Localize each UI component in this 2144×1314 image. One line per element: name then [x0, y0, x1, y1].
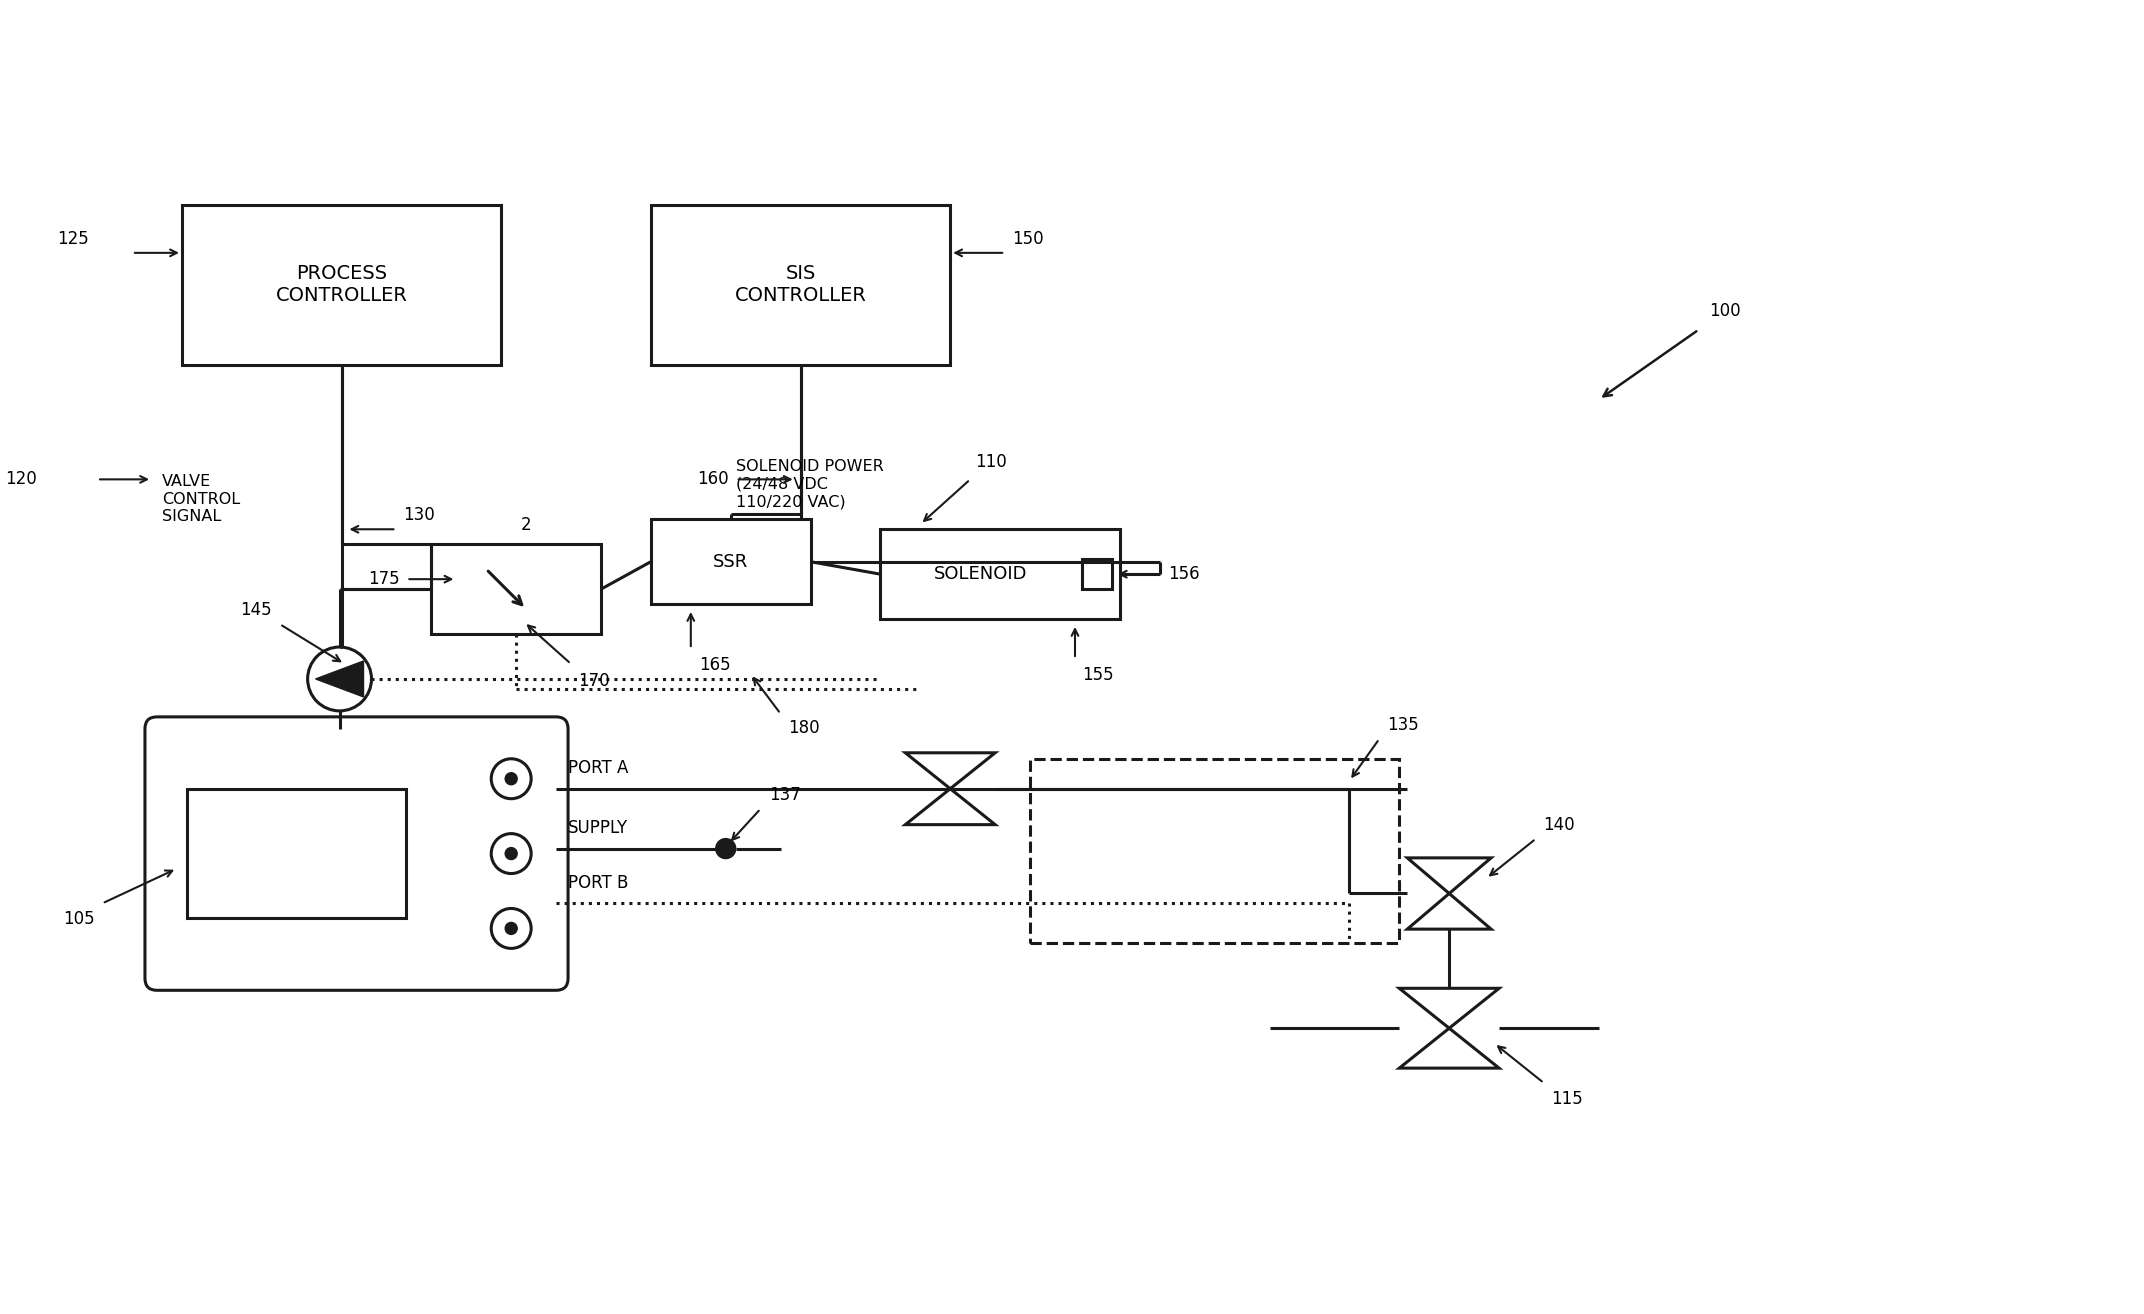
Text: 105: 105 — [64, 911, 94, 929]
Text: SOLENOID POWER
(24/48 VDC
110/220 VAC): SOLENOID POWER (24/48 VDC 110/220 VAC) — [735, 460, 883, 510]
Text: 165: 165 — [699, 656, 731, 674]
Text: PORT A: PORT A — [568, 758, 628, 777]
Circle shape — [307, 646, 371, 711]
FancyBboxPatch shape — [1083, 560, 1113, 589]
Text: PROCESS
CONTROLLER: PROCESS CONTROLLER — [277, 264, 407, 305]
Text: 100: 100 — [1709, 302, 1741, 319]
Text: 155: 155 — [1083, 666, 1113, 685]
Text: 180: 180 — [789, 719, 821, 737]
Text: 145: 145 — [240, 600, 272, 619]
Text: 160: 160 — [697, 470, 729, 489]
Text: 175: 175 — [369, 570, 399, 589]
Text: 125: 125 — [58, 230, 88, 248]
Text: SSR: SSR — [714, 553, 748, 570]
Polygon shape — [905, 753, 995, 788]
Text: 135: 135 — [1387, 716, 1419, 733]
Text: SUPPLY: SUPPLY — [568, 819, 628, 837]
Text: 130: 130 — [403, 506, 435, 524]
Text: PORT B: PORT B — [568, 874, 628, 891]
Polygon shape — [1400, 1029, 1499, 1068]
Polygon shape — [1406, 894, 1490, 929]
Polygon shape — [315, 661, 364, 696]
Text: SIS
CONTROLLER: SIS CONTROLLER — [735, 264, 866, 305]
Text: 140: 140 — [1544, 816, 1574, 833]
FancyBboxPatch shape — [652, 205, 950, 364]
FancyBboxPatch shape — [881, 530, 1119, 619]
FancyBboxPatch shape — [431, 544, 600, 635]
Polygon shape — [1400, 988, 1499, 1029]
Circle shape — [506, 922, 517, 934]
Text: VALVE
CONTROL
SIGNAL: VALVE CONTROL SIGNAL — [163, 474, 240, 524]
Polygon shape — [1406, 858, 1490, 894]
Text: 2: 2 — [521, 516, 532, 535]
Polygon shape — [905, 788, 995, 825]
Circle shape — [716, 838, 735, 858]
FancyBboxPatch shape — [187, 788, 407, 918]
Text: 120: 120 — [6, 470, 36, 489]
Text: 156: 156 — [1168, 565, 1198, 583]
Text: 170: 170 — [579, 671, 609, 690]
FancyBboxPatch shape — [182, 205, 502, 364]
FancyBboxPatch shape — [146, 717, 568, 991]
Circle shape — [506, 773, 517, 784]
Text: 137: 137 — [770, 786, 800, 804]
Circle shape — [506, 848, 517, 859]
FancyBboxPatch shape — [652, 519, 810, 604]
Text: 115: 115 — [1550, 1091, 1582, 1108]
Text: 150: 150 — [1012, 230, 1044, 248]
Text: 110: 110 — [976, 453, 1008, 472]
Text: SOLENOID: SOLENOID — [933, 565, 1027, 583]
